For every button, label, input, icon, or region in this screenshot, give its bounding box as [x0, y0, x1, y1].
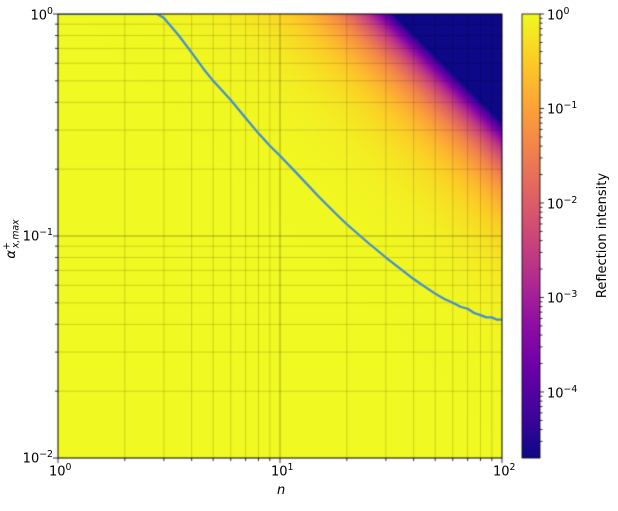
x-axis-label: n — [277, 483, 285, 498]
y-tick-1: 10−1 — [23, 227, 53, 244]
colorbar-title: Reflection intensity — [595, 173, 610, 298]
y-axis-label: α+x,max — [2, 219, 22, 258]
y-tick-0: 10−2 — [23, 449, 53, 466]
cbar-tick-0: 100 — [547, 6, 570, 23]
heatmap-canvas — [0, 0, 618, 511]
cbar-tick-m3: 10−3 — [547, 289, 577, 306]
y-tick-2: 100 — [31, 6, 54, 23]
x-tick-2: 102 — [493, 462, 516, 479]
figure-container: 100 101 102 10−2 10−1 100 n α+x,max 100 … — [0, 0, 618, 511]
cbar-tick-m4: 10−4 — [547, 384, 577, 401]
x-tick-1: 101 — [271, 462, 294, 479]
cbar-tick-m2: 10−2 — [547, 195, 577, 212]
cbar-tick-m1: 10−1 — [547, 100, 577, 117]
